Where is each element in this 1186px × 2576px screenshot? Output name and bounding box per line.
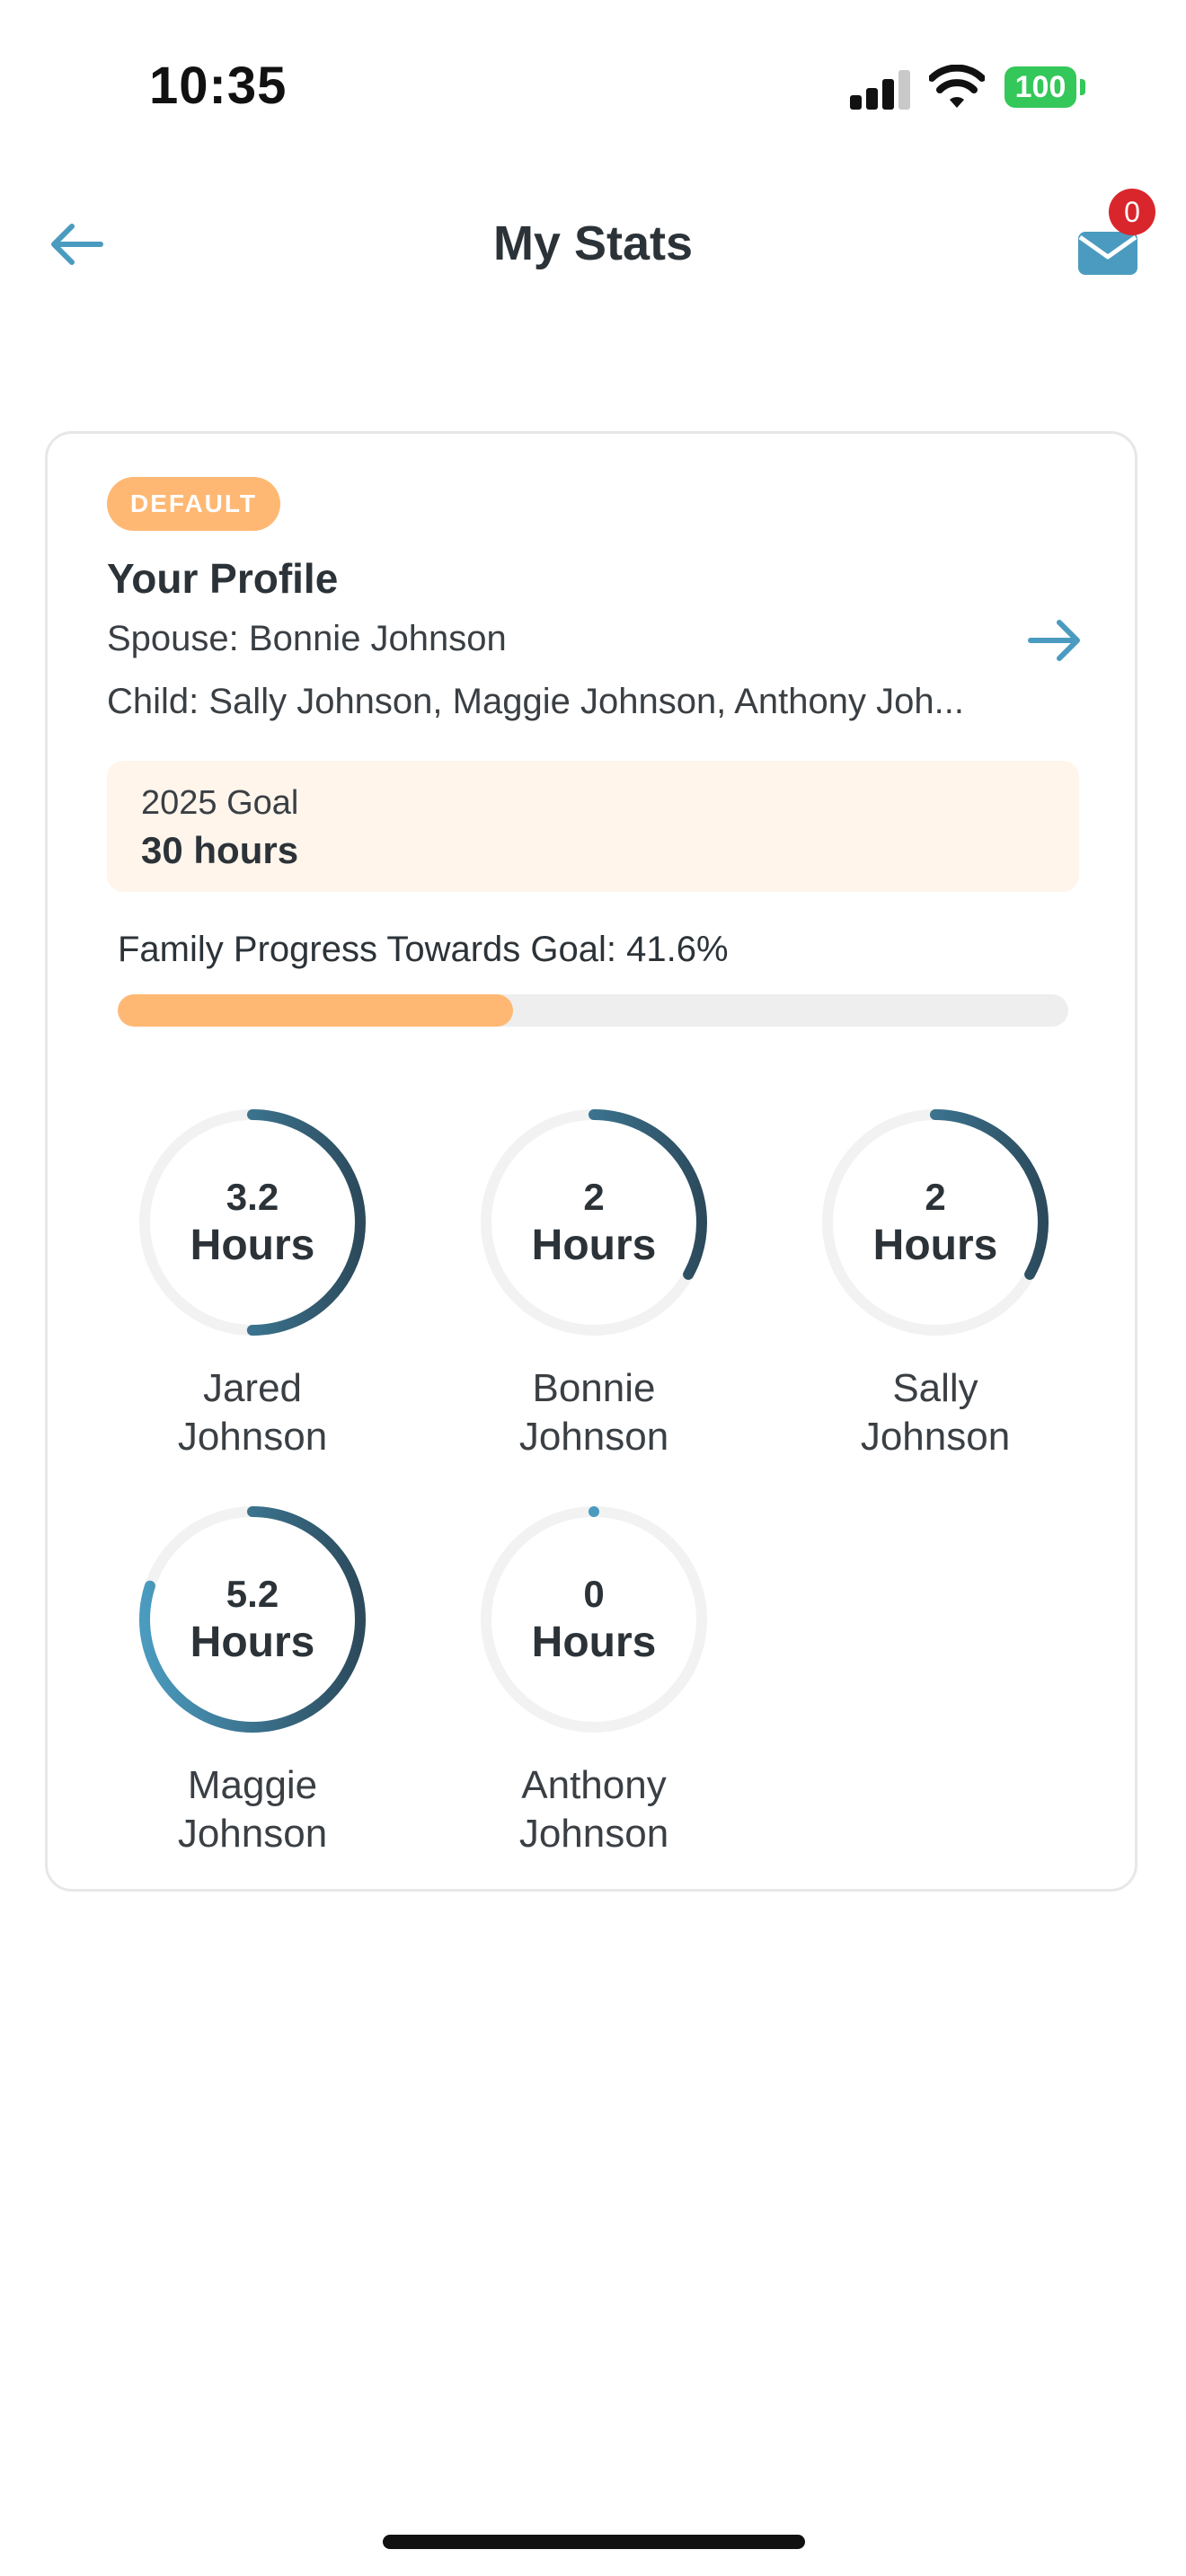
member-anthony[interactable]: 0 Hours Anthony Johnson: [459, 1503, 729, 1858]
member-hours: 3.2: [226, 1176, 279, 1218]
member-hours: 2: [925, 1176, 946, 1218]
cellular-signal-icon: [850, 68, 913, 110]
member-name: Anthony Johnson: [459, 1761, 729, 1858]
member-name: Bonnie Johnson: [459, 1364, 729, 1461]
profile-name: Your Profile: [107, 555, 339, 602]
member-name: Maggie Johnson: [118, 1761, 387, 1858]
ring-graphic: [481, 1109, 707, 1336]
member-hours-unit: Hours: [872, 1222, 998, 1269]
wifi-icon: [929, 65, 985, 108]
member-first-name: Jared: [202, 1366, 303, 1410]
default-badge: DEFAULT: [107, 477, 281, 531]
goal-value: 30 hours: [141, 829, 299, 871]
member-jared[interactable]: 3.2 Hours Jared Johnson: [118, 1106, 387, 1461]
member-first-name: Bonnie: [532, 1366, 656, 1410]
progress-bar: [118, 994, 1068, 1027]
member-name: Jared Johnson: [118, 1364, 387, 1461]
member-sally[interactable]: 2 Hours Sally Johnson: [801, 1106, 1070, 1461]
mail-icon[interactable]: [1075, 212, 1146, 284]
member-hours-unit: Hours: [190, 1222, 315, 1269]
member-last-name: Johnson: [177, 1812, 328, 1856]
hours-ring: 2 Hours: [819, 1106, 1052, 1339]
hours-ring: 3.2 Hours: [136, 1106, 369, 1339]
ring-graphic: [481, 1506, 707, 1733]
ring-graphic: [139, 1109, 366, 1336]
ring-graphic: [822, 1109, 1049, 1336]
member-hours: 2: [583, 1176, 605, 1218]
member-first-name: Anthony: [521, 1763, 667, 1807]
home-indicator: [383, 2535, 805, 2549]
spouse-text: Spouse: Bonnie Johnson: [107, 619, 507, 658]
hours-ring: 5.2 Hours: [136, 1503, 369, 1736]
member-hours: 5.2: [226, 1573, 279, 1615]
member-hours: 0: [583, 1573, 605, 1615]
member-first-name: Maggie: [187, 1763, 318, 1807]
battery-nub: [1080, 79, 1085, 95]
arrow-right-icon[interactable]: [1023, 613, 1086, 667]
goal-box: 2025 Goal 30 hours: [107, 761, 1079, 892]
hours-ring: 0 Hours: [477, 1503, 711, 1736]
mail-count-badge: 0: [1109, 189, 1155, 235]
member-last-name: Johnson: [177, 1415, 328, 1459]
member-last-name: Johnson: [518, 1812, 669, 1856]
page-title: My Stats: [492, 216, 694, 270]
status-time: 10:35: [149, 57, 288, 115]
member-hours-unit: Hours: [531, 1222, 657, 1269]
member-maggie[interactable]: 5.2 Hours Maggie Johnson: [118, 1503, 387, 1858]
profile-stats-card: DEFAULT Your Profile Spouse: Bonnie John…: [45, 431, 1137, 1892]
member-hours-unit: Hours: [531, 1619, 657, 1666]
member-bonnie[interactable]: 2 Hours Bonnie Johnson: [459, 1106, 729, 1461]
member-name: Sally Johnson: [801, 1364, 1070, 1461]
progress-bar-fill: [118, 994, 514, 1027]
back-arrow-icon[interactable]: [45, 217, 108, 271]
progress-label: Family Progress Towards Goal: 41.6%: [118, 930, 729, 969]
hours-ring: 2 Hours: [477, 1106, 711, 1339]
goal-label: 2025 Goal: [141, 784, 299, 822]
ring-graphic: [139, 1506, 366, 1733]
battery-icon: 100: [1005, 66, 1076, 108]
member-first-name: Sally: [892, 1366, 978, 1410]
member-hours-unit: Hours: [190, 1619, 315, 1666]
children-text: Child: Sally Johnson, Maggie Johnson, An…: [107, 682, 964, 721]
member-last-name: Johnson: [518, 1415, 669, 1459]
member-last-name: Johnson: [860, 1415, 1011, 1459]
